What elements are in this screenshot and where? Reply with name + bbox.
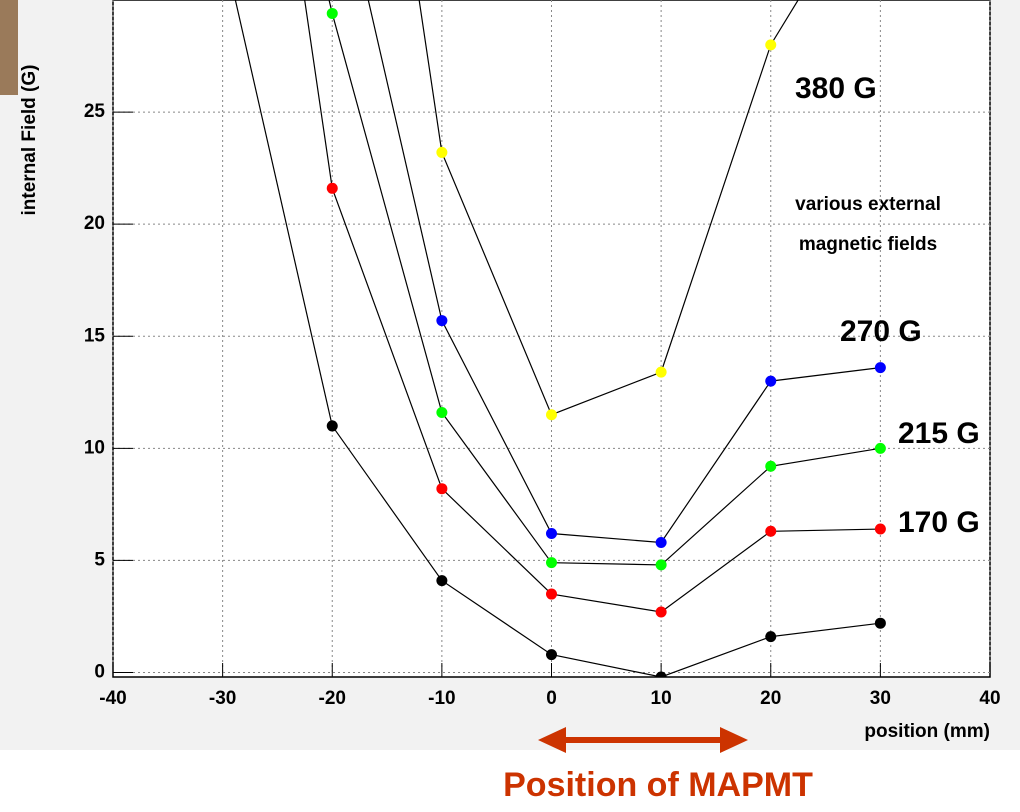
data-point [765, 375, 777, 387]
x-tick-label: -20 [319, 688, 346, 709]
data-point [436, 575, 448, 587]
plot-layer [234, 0, 886, 677]
x-tick-label: 20 [760, 688, 781, 709]
x-tick-label: 40 [979, 688, 1000, 709]
data-point [655, 671, 667, 677]
y-axis-label: internal Field (G) [19, 65, 40, 216]
data-point [765, 39, 777, 51]
y-tick-label: 25 [84, 101, 106, 122]
data-point [546, 409, 557, 421]
series-label: 270 G [840, 315, 922, 348]
data-point [436, 146, 448, 158]
x-tick-label: -30 [209, 688, 236, 709]
data-point [546, 528, 557, 540]
caption: Position of MAPMT [503, 766, 813, 804]
y-tick-label: 15 [84, 325, 106, 346]
data-point [655, 366, 667, 378]
data-point [874, 362, 886, 374]
x-tick-label: -40 [99, 688, 126, 709]
series-label: 380 G [795, 72, 877, 105]
x-tick-label: 30 [870, 688, 891, 709]
x-axis-label: position (mm) [864, 721, 990, 742]
annotation: various external [795, 194, 941, 215]
double-arrow [538, 727, 748, 753]
data-point [436, 315, 448, 327]
data-point [655, 559, 667, 571]
series-label: 170 G [898, 506, 980, 539]
data-point [874, 617, 886, 629]
x-tick-label: 10 [651, 688, 672, 709]
data-point [546, 588, 557, 600]
series-line [418, 0, 799, 416]
data-point [546, 649, 557, 661]
data-point [874, 523, 886, 535]
data-point [655, 536, 667, 548]
data-point [765, 460, 777, 472]
data-point [874, 442, 886, 454]
x-tick-label: 0 [546, 688, 557, 709]
series-label: 215 G [898, 417, 980, 450]
data-point [436, 483, 448, 495]
data-point [546, 557, 557, 569]
annotation: magnetic fields [799, 234, 937, 255]
data-point [765, 525, 777, 537]
x-tick-label: -10 [428, 688, 455, 709]
photo-edge [0, 0, 18, 95]
y-tick-label: 0 [94, 662, 105, 683]
data-point [436, 406, 448, 418]
data-point [326, 182, 338, 194]
data-point [326, 7, 338, 19]
y-tick-label: 20 [84, 213, 105, 234]
data-point [765, 631, 777, 643]
y-tick-label: 5 [94, 549, 105, 570]
series-line [367, 0, 881, 544]
data-point [655, 606, 667, 618]
data-point [326, 420, 338, 432]
y-tick-label: 10 [84, 437, 105, 458]
